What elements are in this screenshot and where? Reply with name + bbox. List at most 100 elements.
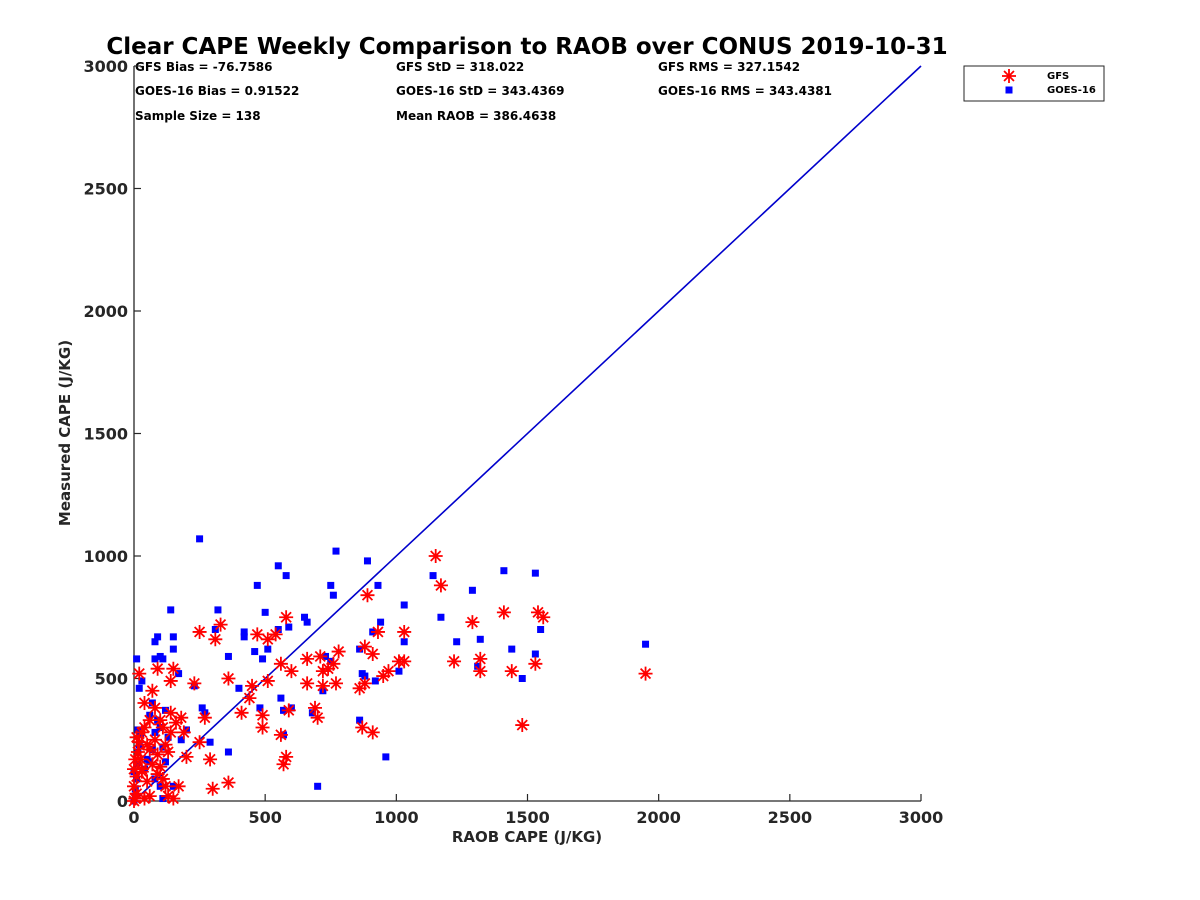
gfs-point xyxy=(273,656,288,671)
gfs-point xyxy=(150,767,165,782)
goes-16-point xyxy=(154,633,162,641)
goes-16-point xyxy=(314,782,322,790)
gfs-point xyxy=(315,664,330,679)
goes-16-point xyxy=(277,694,285,702)
goes-16-point xyxy=(240,628,248,636)
goes-16-point xyxy=(169,645,177,653)
gfs-point xyxy=(171,779,186,794)
goes-16-point xyxy=(285,623,293,631)
gfs-point xyxy=(208,632,223,647)
goes-16-point xyxy=(363,557,371,565)
goes-std-stat: GOES-16 StD = 343.4369 xyxy=(396,84,565,98)
goes-16-point xyxy=(224,748,232,756)
legend-goes-16-marker xyxy=(1005,86,1013,94)
gfs-point xyxy=(260,673,275,688)
gfs-point xyxy=(147,700,162,715)
gfs-point xyxy=(127,779,141,794)
goes-16-point xyxy=(437,613,445,621)
goes-16-point xyxy=(274,626,282,633)
gfs-point xyxy=(381,664,396,679)
gfs-point xyxy=(308,700,323,715)
goes-16-point xyxy=(303,618,311,626)
goes-16-point xyxy=(198,704,206,712)
goes-16-point xyxy=(531,650,539,658)
gfs-point xyxy=(137,720,152,735)
goes-16-point xyxy=(167,606,175,614)
gfs-point xyxy=(279,749,294,764)
gfs-point xyxy=(530,605,545,620)
goes-16-point xyxy=(518,675,526,682)
goes-16-point xyxy=(264,645,272,653)
goes-16-point xyxy=(159,795,167,803)
gfs-point xyxy=(370,624,385,639)
goes-16-point xyxy=(134,726,142,734)
gfs-point xyxy=(255,720,270,735)
gfs-point xyxy=(250,627,265,642)
gfs-point xyxy=(192,735,207,750)
y-tick-label: 500 xyxy=(95,670,128,689)
goes-16-point xyxy=(282,572,290,580)
goes-16-point xyxy=(371,677,379,685)
legend: GFS GOES-16 xyxy=(963,65,1105,102)
legend-gfs-symbol xyxy=(1002,69,1016,83)
gfs-point xyxy=(155,720,170,735)
gfs-point xyxy=(150,747,165,762)
gfs-point xyxy=(255,708,270,723)
goes-16-point xyxy=(327,581,335,589)
gfs-point xyxy=(142,713,157,728)
gfs-point xyxy=(132,735,147,750)
gfs-point xyxy=(300,651,315,666)
goes-16-point xyxy=(429,572,437,580)
gfs-point xyxy=(132,666,147,681)
goes-16-point xyxy=(240,633,248,641)
goes-16-point xyxy=(377,618,385,626)
gfs-point xyxy=(140,737,155,752)
goes-16-point xyxy=(308,709,316,717)
x-axis-label: RAOB CAPE (J/KG) xyxy=(452,828,602,846)
x-tick-label: 0 xyxy=(128,808,139,827)
gfs-point xyxy=(161,745,176,759)
goes-16-point xyxy=(251,648,259,656)
gfs-point xyxy=(127,762,141,777)
y-tick-label: 1000 xyxy=(83,547,128,566)
gfs-point xyxy=(473,664,488,679)
goes-16-point xyxy=(133,655,141,663)
legend-gfs-label: GFS xyxy=(1047,71,1069,82)
gfs-point xyxy=(376,669,391,684)
legend-gfs-marker xyxy=(1002,69,1016,83)
gfs-point xyxy=(638,666,653,681)
goes-16-point xyxy=(214,606,222,614)
goes-16-point xyxy=(148,699,156,707)
gfs-point xyxy=(284,664,299,679)
gfs-point xyxy=(134,725,149,740)
gfs-point xyxy=(168,715,183,730)
y-tick-label: 1500 xyxy=(83,425,128,444)
gfs-point xyxy=(197,710,212,725)
goes-16-point xyxy=(224,652,232,660)
gfs-point xyxy=(176,725,191,740)
goes-16-point xyxy=(175,670,183,678)
gfs-point xyxy=(153,759,168,774)
gfs-point xyxy=(260,632,275,647)
goes-16-point xyxy=(211,626,219,633)
gfs-point xyxy=(528,656,543,671)
goes-16-point xyxy=(235,684,243,692)
gfs-point xyxy=(134,762,149,777)
gfs-point xyxy=(496,605,511,620)
gfs-point xyxy=(130,745,145,759)
goes-16-point xyxy=(332,547,340,555)
goes-16-point xyxy=(508,645,516,653)
gfs-point xyxy=(174,710,189,725)
sample-size-stat: Sample Size = 138 xyxy=(135,109,261,123)
gfs-point xyxy=(357,676,372,691)
gfs-point xyxy=(473,651,488,666)
goes-16-point xyxy=(453,638,461,646)
mean-raob-stat: Mean RAOB = 386.4638 xyxy=(396,109,556,123)
gfs-point xyxy=(313,649,328,664)
x-tick-label: 2500 xyxy=(768,808,813,827)
gfs-point xyxy=(331,644,346,659)
gfs-point xyxy=(129,730,144,745)
gfs-point xyxy=(155,771,170,786)
goes-16-point xyxy=(151,655,159,663)
